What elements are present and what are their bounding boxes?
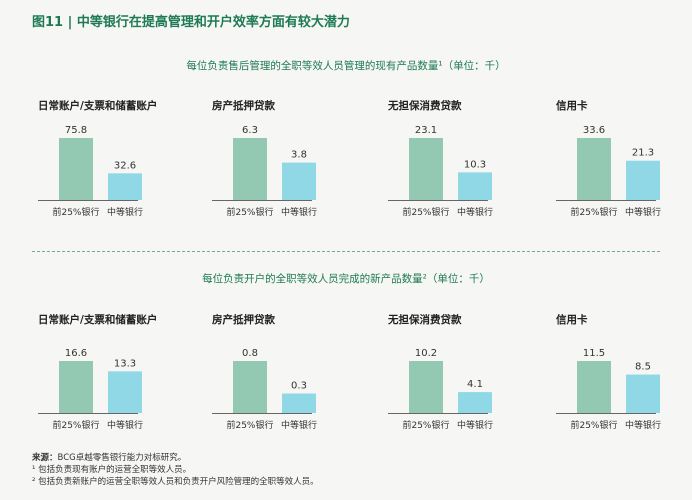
- panel-title: 信用卡: [556, 99, 588, 112]
- category-label: 前25%银行: [226, 206, 273, 218]
- bar-mid: [458, 172, 492, 200]
- bar-top25: [59, 361, 93, 413]
- bar-mid: [458, 392, 492, 413]
- bar-top25: [59, 138, 93, 200]
- bar-value-label: 6.3: [242, 125, 258, 136]
- category-label: 前25%银行: [52, 419, 99, 431]
- panel-title: 日常账户/支票和储蓄账户: [38, 99, 157, 112]
- source-line: 来源：BCG卓越零售银行能力对标研究。: [32, 452, 319, 464]
- bar-top25: [577, 361, 611, 413]
- bar-value-label: 3.8: [291, 150, 307, 161]
- panel-title: 房产抵押贷款: [212, 99, 275, 112]
- source-text: BCG卓越零售银行能力对标研究。: [57, 453, 187, 463]
- category-label: 中等银行: [457, 206, 493, 218]
- panel-title: 无担保消费贷款: [387, 99, 462, 112]
- bar-value-label: 8.5: [635, 362, 651, 373]
- panel-title: 无担保消费贷款: [387, 313, 462, 326]
- category-label: 中等银行: [281, 419, 317, 431]
- bar-mid: [282, 162, 316, 200]
- bar-value-label: 32.6: [114, 160, 136, 171]
- bar-top25: [233, 138, 267, 200]
- source-label: 来源：: [32, 453, 58, 463]
- footnotes: 来源：BCG卓越零售银行能力对标研究。 ¹ 包括负责现有账户的运营全职等效人员。…: [32, 452, 319, 488]
- bar-top25: [577, 138, 611, 200]
- bar-value-label: 0.3: [291, 381, 307, 392]
- bar-mid: [108, 371, 142, 413]
- bar-value-label: 10.2: [415, 348, 437, 359]
- bar-value-label: 16.6: [65, 348, 87, 359]
- section-title-top: 每位负责售后管理的全职等效人员管理的现有产品数量¹（单位：千）: [186, 60, 506, 72]
- bar-value-label: 21.3: [632, 148, 654, 159]
- category-label: 前25%银行: [402, 206, 449, 218]
- bar-value-label: 75.8: [65, 125, 87, 136]
- bar-value-label: 10.3: [464, 159, 486, 170]
- category-label: 前25%银行: [226, 419, 273, 431]
- category-label: 中等银行: [281, 206, 317, 218]
- panel-title: 房产抵押贷款: [212, 313, 275, 326]
- bar-mid: [108, 173, 142, 200]
- section-divider: [32, 251, 660, 252]
- section-title-bottom: 每位负责开户的全职等效人员完成的新产品数量²（单位：千）: [202, 273, 490, 285]
- bar-value-label: 0.8: [242, 348, 258, 359]
- bar-top25: [233, 361, 267, 413]
- category-label: 前25%银行: [402, 419, 449, 431]
- panel-title: 信用卡: [556, 313, 588, 326]
- figure-title: 图11 | 中等银行在提高管理和开户效率方面有较大潜力: [32, 15, 350, 30]
- category-label: 前25%银行: [570, 419, 617, 431]
- category-label: 前25%银行: [570, 206, 617, 218]
- category-label: 中等银行: [625, 419, 661, 431]
- bar-value-label: 33.6: [583, 125, 605, 136]
- bar-value-label: 23.1: [415, 125, 437, 136]
- bar-value-label: 4.1: [467, 379, 483, 390]
- bar-top25: [409, 138, 443, 200]
- panel-title: 日常账户/支票和储蓄账户: [38, 313, 157, 326]
- category-label: 前25%银行: [52, 206, 99, 218]
- bar-value-label: 13.3: [114, 358, 136, 369]
- category-label: 中等银行: [625, 206, 661, 218]
- bar-mid: [282, 393, 316, 413]
- bar-mid: [626, 160, 660, 200]
- category-label: 中等银行: [107, 206, 143, 218]
- bar-top25: [409, 361, 443, 413]
- category-label: 中等银行: [107, 419, 143, 431]
- footnote-2: ² 包括负责新账户的运营全职等效人员和负责开户风险管理的全职等效人员。: [32, 477, 319, 487]
- bar-value-label: 11.5: [583, 348, 605, 359]
- bar-mid: [626, 374, 660, 413]
- category-label: 中等银行: [457, 419, 493, 431]
- footnote-1: ¹ 包括负责现有账户的运营全职等效人员。: [32, 465, 192, 475]
